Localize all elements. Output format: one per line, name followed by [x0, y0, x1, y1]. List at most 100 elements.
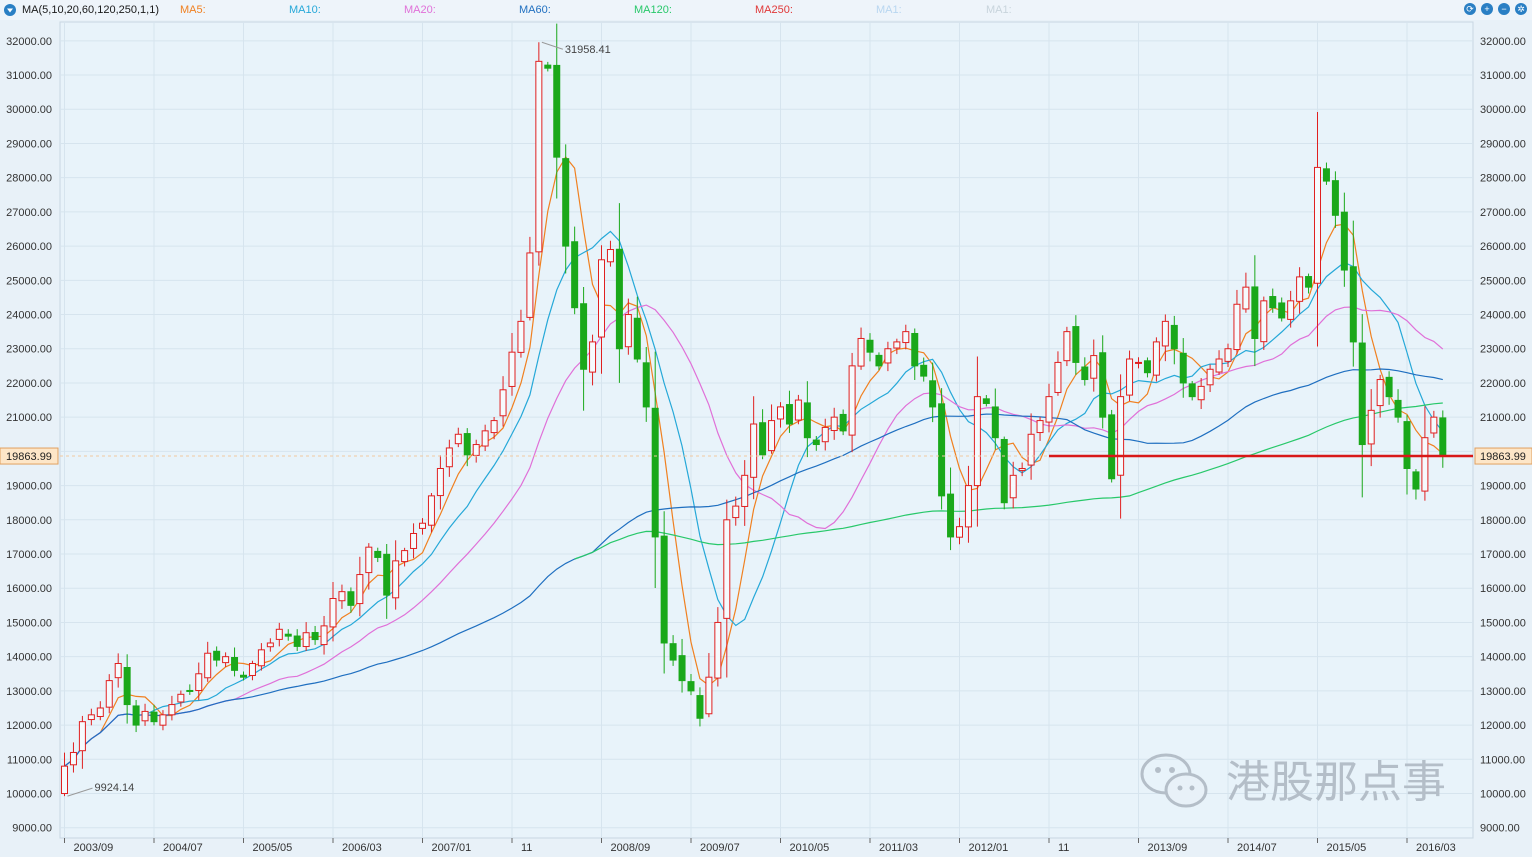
- toolbar-menu-icon[interactable]: [4, 4, 16, 19]
- candle: [821, 418, 829, 451]
- y-tick-label-right: 29000.00: [1480, 138, 1526, 150]
- candle-body: [750, 423, 758, 478]
- candle-body: [1090, 355, 1098, 379]
- candle-body: [123, 666, 131, 706]
- candle: [1000, 436, 1008, 510]
- candle: [213, 646, 221, 667]
- candle: [338, 584, 346, 609]
- candle: [732, 496, 740, 526]
- candle-body: [723, 519, 731, 619]
- y-tick-label: 11000.00: [7, 754, 52, 766]
- candle-body: [1135, 361, 1142, 364]
- candle: [1045, 383, 1053, 433]
- candle: [660, 511, 668, 674]
- candle: [1251, 255, 1259, 367]
- candle-body: [1287, 300, 1295, 320]
- candle: [1117, 374, 1125, 519]
- high-label: 31958.41: [565, 44, 611, 56]
- y-tick-label-right: 25000.00: [1480, 275, 1526, 287]
- candle: [714, 607, 722, 687]
- candle: [222, 652, 230, 667]
- candle: [956, 517, 963, 545]
- candle: [1099, 335, 1107, 429]
- ma10-line: [64, 230, 1444, 767]
- candle: [356, 556, 364, 617]
- candle-body: [257, 649, 265, 667]
- candle-body: [580, 303, 588, 370]
- candle: [875, 352, 883, 371]
- ma1-label: MA1:: [876, 4, 902, 16]
- candle-body: [517, 320, 525, 353]
- y-tick-label: 13000.00: [6, 686, 52, 698]
- candle: [419, 518, 426, 535]
- candle: [481, 424, 489, 451]
- candle-body: [1036, 420, 1044, 434]
- candle: [580, 286, 588, 411]
- zoom-in-icon[interactable]: +: [1481, 3, 1493, 15]
- candle-body: [1161, 320, 1169, 347]
- candle-body: [168, 704, 176, 716]
- candle-body: [839, 413, 847, 432]
- candle-body: [553, 64, 561, 158]
- candle: [848, 352, 856, 453]
- candle: [1143, 357, 1151, 378]
- candle: [884, 341, 892, 372]
- candle: [123, 654, 131, 724]
- candle-body: [320, 625, 328, 646]
- candle-body: [1099, 352, 1107, 418]
- candle-body: [105, 680, 113, 708]
- candle: [159, 710, 167, 731]
- zoom-out-icon[interactable]: −: [1498, 3, 1510, 15]
- ma20-label: MA20:: [404, 4, 436, 16]
- refresh-icon[interactable]: ⟳: [1464, 3, 1476, 15]
- candle-body: [812, 439, 820, 446]
- candle: [105, 674, 113, 714]
- candle-body: [1117, 396, 1125, 476]
- x-tick-label: 2012/01: [969, 842, 1009, 854]
- candle: [508, 332, 516, 396]
- candle: [69, 742, 77, 773]
- candle: [1269, 288, 1277, 313]
- candle: [1126, 350, 1134, 402]
- candle-body: [222, 656, 230, 664]
- candle: [598, 245, 605, 374]
- y-tick-label: 32000.00: [6, 36, 52, 48]
- candle-body: [947, 493, 955, 538]
- candle: [651, 351, 659, 589]
- candle: [436, 455, 444, 510]
- candle-body: [857, 337, 865, 367]
- candle-body: [159, 714, 167, 726]
- candle-body: [248, 663, 256, 676]
- candle-body: [61, 765, 68, 795]
- candle-body: [866, 339, 874, 353]
- low-leader: [67, 787, 93, 797]
- candle: [1018, 462, 1026, 477]
- x-tick-label: 2013/09: [1148, 842, 1188, 854]
- y-tick-label: 10000.00: [6, 789, 52, 801]
- candle: [1260, 296, 1268, 350]
- candle: [240, 671, 247, 681]
- y-tick-label-right: 18000.00: [1480, 515, 1526, 527]
- x-tick-label: 11: [1058, 842, 1069, 854]
- candle-body: [150, 711, 158, 723]
- candle: [1314, 112, 1321, 347]
- candle: [374, 547, 382, 563]
- candle: [723, 499, 731, 678]
- candle-body: [1206, 368, 1214, 386]
- settings-icon[interactable]: ✲: [1515, 3, 1527, 15]
- candle-body: [410, 532, 418, 549]
- candle-body: [1215, 358, 1223, 373]
- candle-body: [1081, 366, 1089, 381]
- candle-body: [1233, 303, 1241, 351]
- candle-body: [231, 657, 239, 671]
- y-tick-label-right: 9000.00: [1480, 823, 1520, 835]
- candle-body: [598, 259, 605, 338]
- candle-body: [186, 689, 194, 692]
- candle: [839, 409, 847, 436]
- candle: [768, 404, 776, 454]
- y-tick-label: 17000.00: [6, 549, 52, 561]
- y-tick-label-right: 19000.00: [1480, 481, 1526, 493]
- high-leader: [541, 41, 564, 50]
